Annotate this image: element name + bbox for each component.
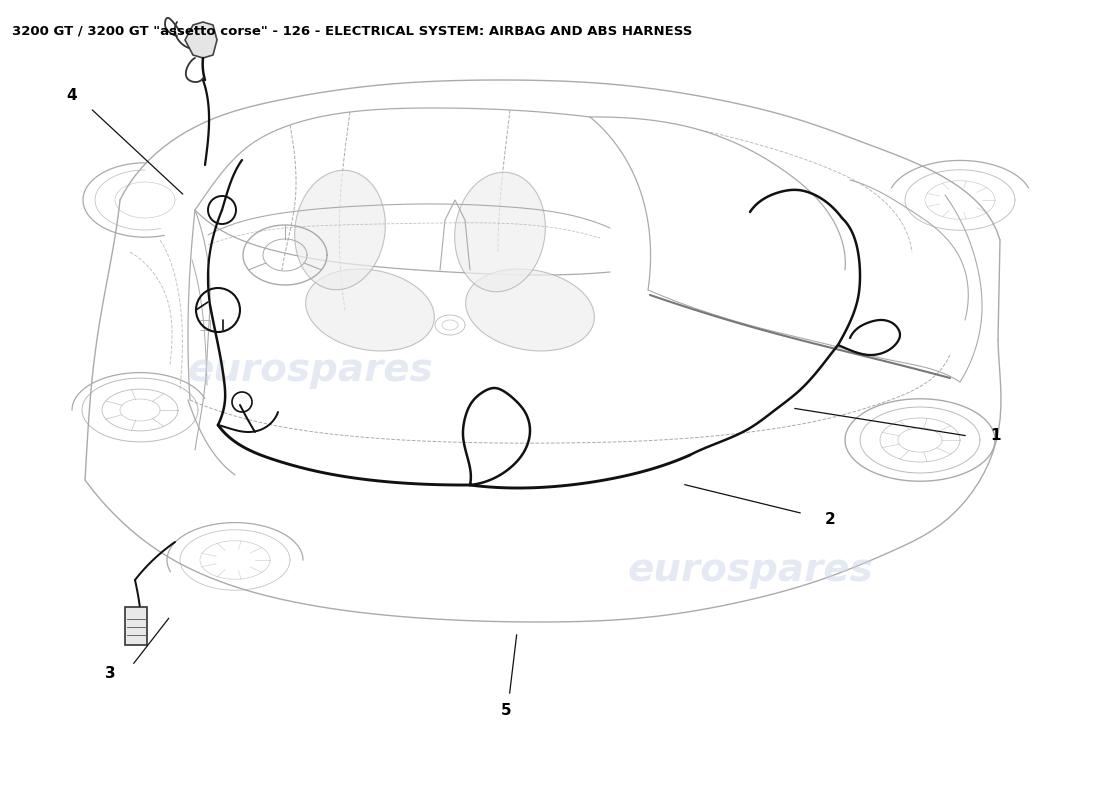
Bar [125, 607, 147, 645]
Text: 1: 1 [990, 429, 1001, 443]
Text: eurospares: eurospares [187, 351, 433, 389]
Text: 5: 5 [500, 703, 512, 718]
Text: 3200 GT / 3200 GT "assetto corse" - 126 - ELECTRICAL SYSTEM: AIRBAG AND ABS HARN: 3200 GT / 3200 GT "assetto corse" - 126 … [12, 25, 692, 38]
Polygon shape [185, 22, 217, 58]
Text: 4: 4 [66, 89, 77, 103]
Text: 3: 3 [104, 666, 116, 681]
Text: 2: 2 [825, 513, 836, 527]
Text: eurospares: eurospares [627, 551, 873, 589]
Ellipse shape [306, 269, 434, 351]
Ellipse shape [465, 269, 594, 351]
Ellipse shape [454, 172, 546, 292]
Ellipse shape [295, 170, 385, 290]
